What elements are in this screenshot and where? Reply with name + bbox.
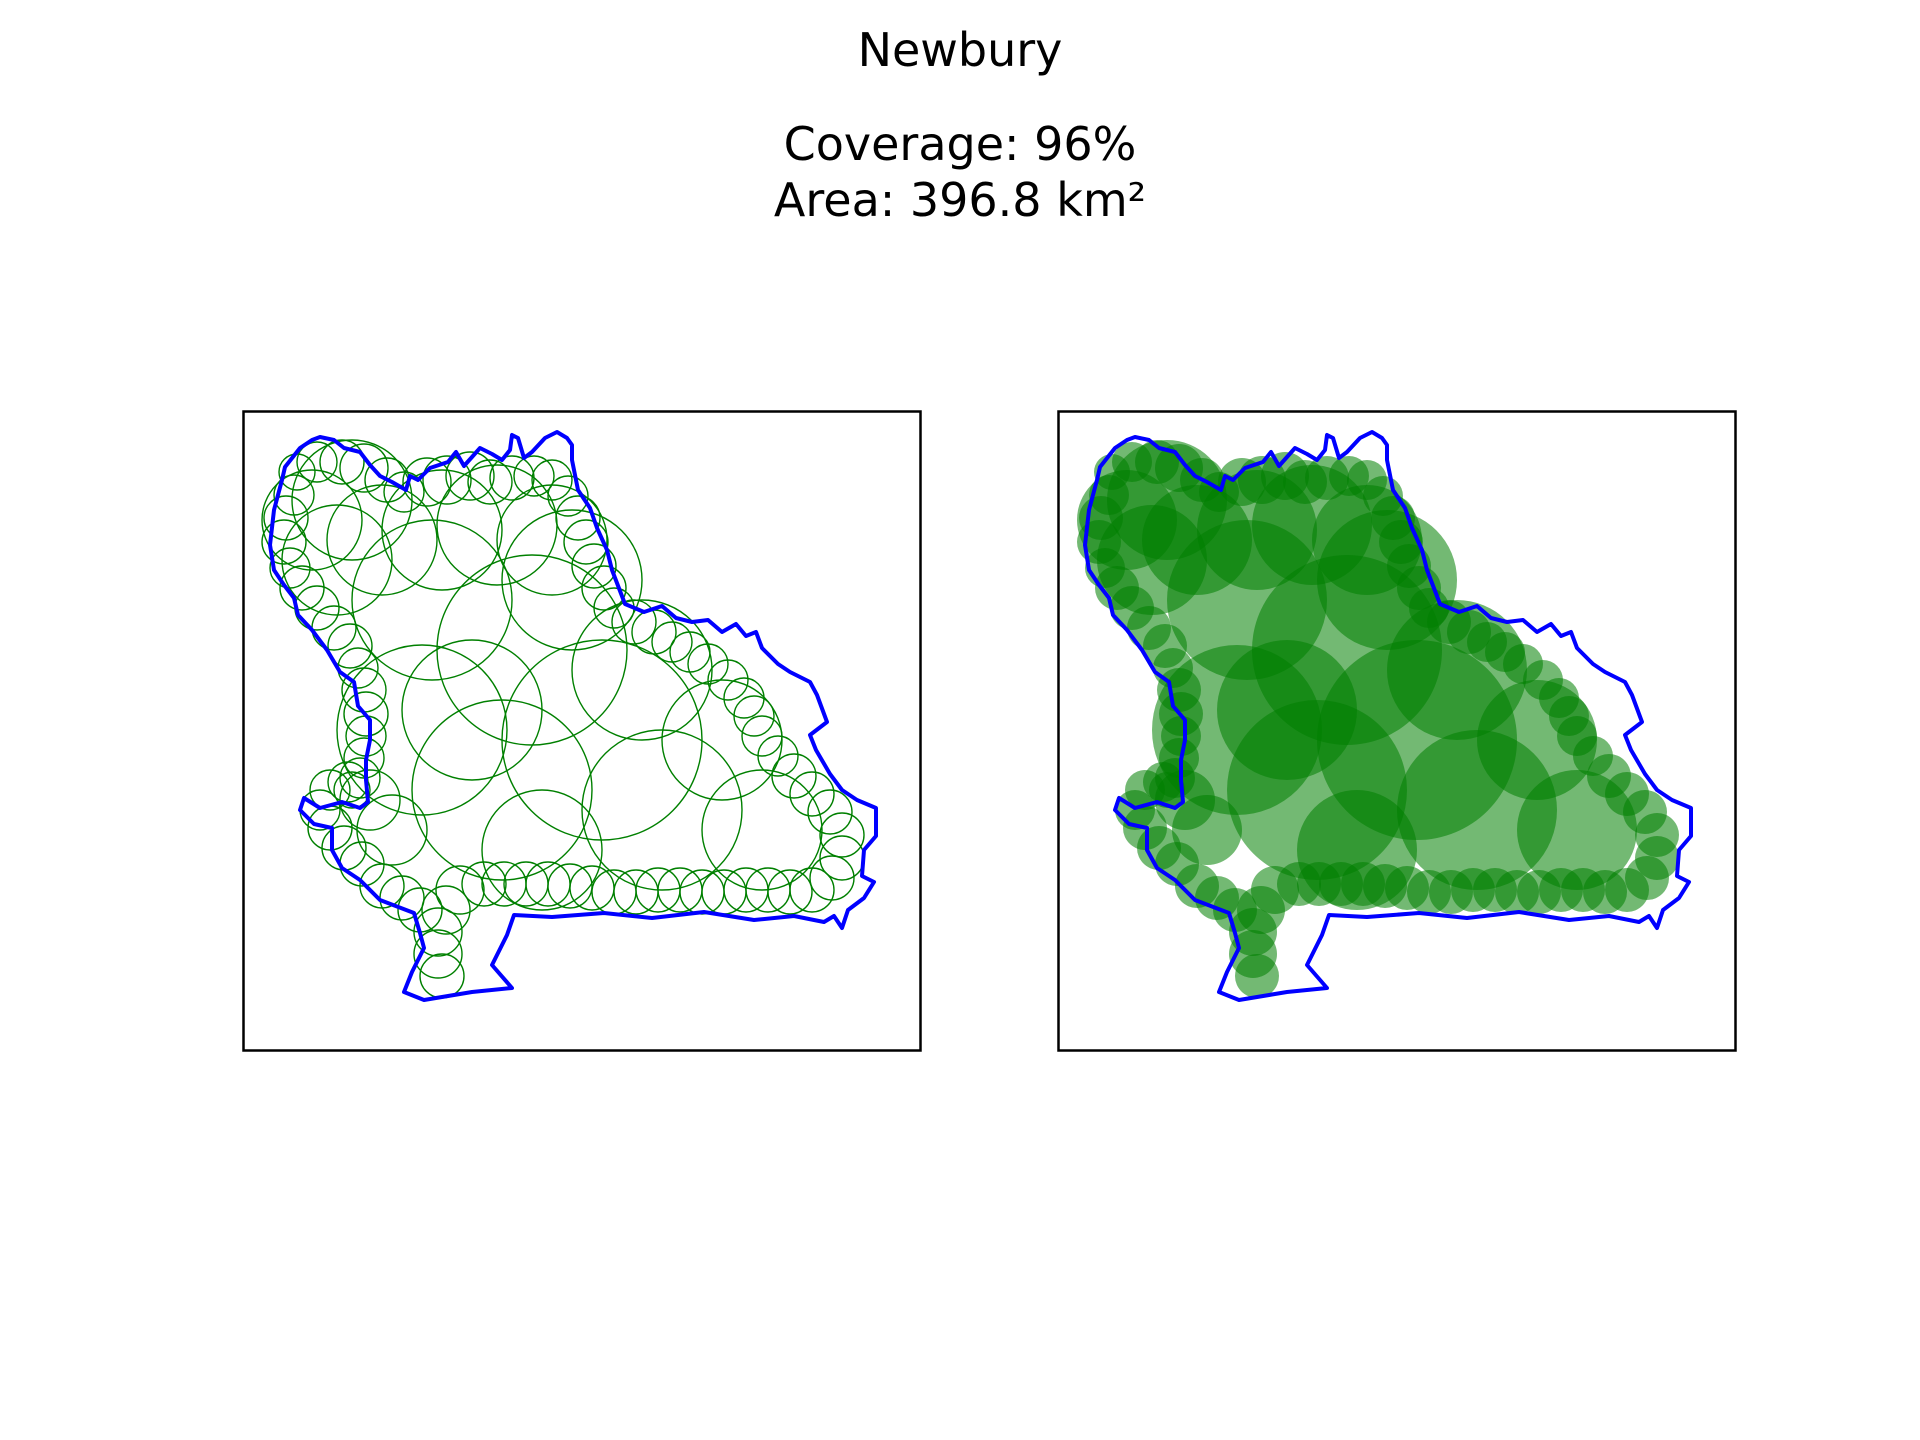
coverage-circle (701, 769, 823, 891)
filled-map-canvas (1057, 410, 1737, 1052)
coverage-circle (757, 735, 799, 777)
coverage-circle (513, 455, 555, 497)
coverage-circle (356, 794, 428, 866)
coverage-circle (1517, 770, 1637, 890)
coverage-circle (1297, 790, 1417, 910)
coverage-circle (402, 457, 452, 507)
coverage-circle (819, 812, 865, 858)
coverage-circle (309, 769, 351, 811)
coverage-circle (336, 644, 508, 816)
coverage-circle (481, 789, 603, 911)
coverage-circle (771, 753, 817, 799)
coverage-circle (707, 659, 749, 701)
outline-map-canvas (242, 410, 922, 1052)
coverage-circle (413, 929, 463, 979)
coverage-circle (496, 484, 608, 596)
district-boundary (268, 430, 878, 1002)
coverage-circle (343, 691, 389, 737)
coverage-circle (326, 484, 438, 596)
coverage-circle (435, 865, 485, 915)
coverage-circle (413, 907, 463, 957)
coverage-text: Coverage: 96% (783, 117, 1137, 171)
coverage-circle (807, 789, 853, 835)
coverage-circle (1387, 600, 1527, 740)
coverage-circle (789, 771, 835, 817)
coverage-circle (571, 543, 617, 589)
coverage-circle (351, 519, 513, 681)
coverage-circle (319, 439, 365, 485)
coverage-circle (733, 695, 775, 737)
coverage-circle (401, 639, 543, 781)
coverage-circle (421, 885, 471, 935)
coverage-circle (445, 451, 495, 501)
coverage-circle (333, 771, 371, 809)
coverage-circle (461, 861, 507, 907)
coverage-circle (503, 861, 549, 907)
coverage-circle (436, 464, 558, 586)
coverage-circle (1235, 954, 1279, 998)
coverage-circle (547, 475, 589, 517)
coverage-circle (281, 504, 393, 616)
coverage-circle (339, 443, 389, 493)
coverage-circle (581, 565, 627, 611)
filled-map-panel (1057, 410, 1737, 1052)
coverage-circle (467, 459, 513, 505)
area-text: Area: 396.8 km² (773, 173, 1147, 227)
coverage-circle (501, 509, 643, 651)
coverage-circle (422, 455, 472, 505)
coverage-circle (1217, 640, 1357, 780)
coverage-circle (339, 769, 401, 831)
coverage-circle (296, 441, 338, 483)
coverage-circle (381, 469, 503, 591)
coverage-circle (571, 599, 713, 741)
coverage-circle (279, 565, 325, 611)
coverage-circle (481, 861, 527, 907)
figure-title: Newbury (857, 23, 1063, 77)
coverage-circle (327, 623, 373, 669)
coverage-circle (436, 554, 628, 746)
figure-subtitle: Coverage: 96% Area: 396.8 km² (0, 116, 1920, 228)
district-boundary (1083, 430, 1693, 1002)
coverage-circle (563, 519, 609, 565)
outline-map-panel (242, 410, 922, 1052)
coverage-circle (383, 471, 425, 513)
coverage-circle (661, 679, 783, 801)
coverage-circle (261, 469, 363, 571)
coverage-circle (261, 519, 307, 565)
coverage-circle (581, 729, 743, 891)
